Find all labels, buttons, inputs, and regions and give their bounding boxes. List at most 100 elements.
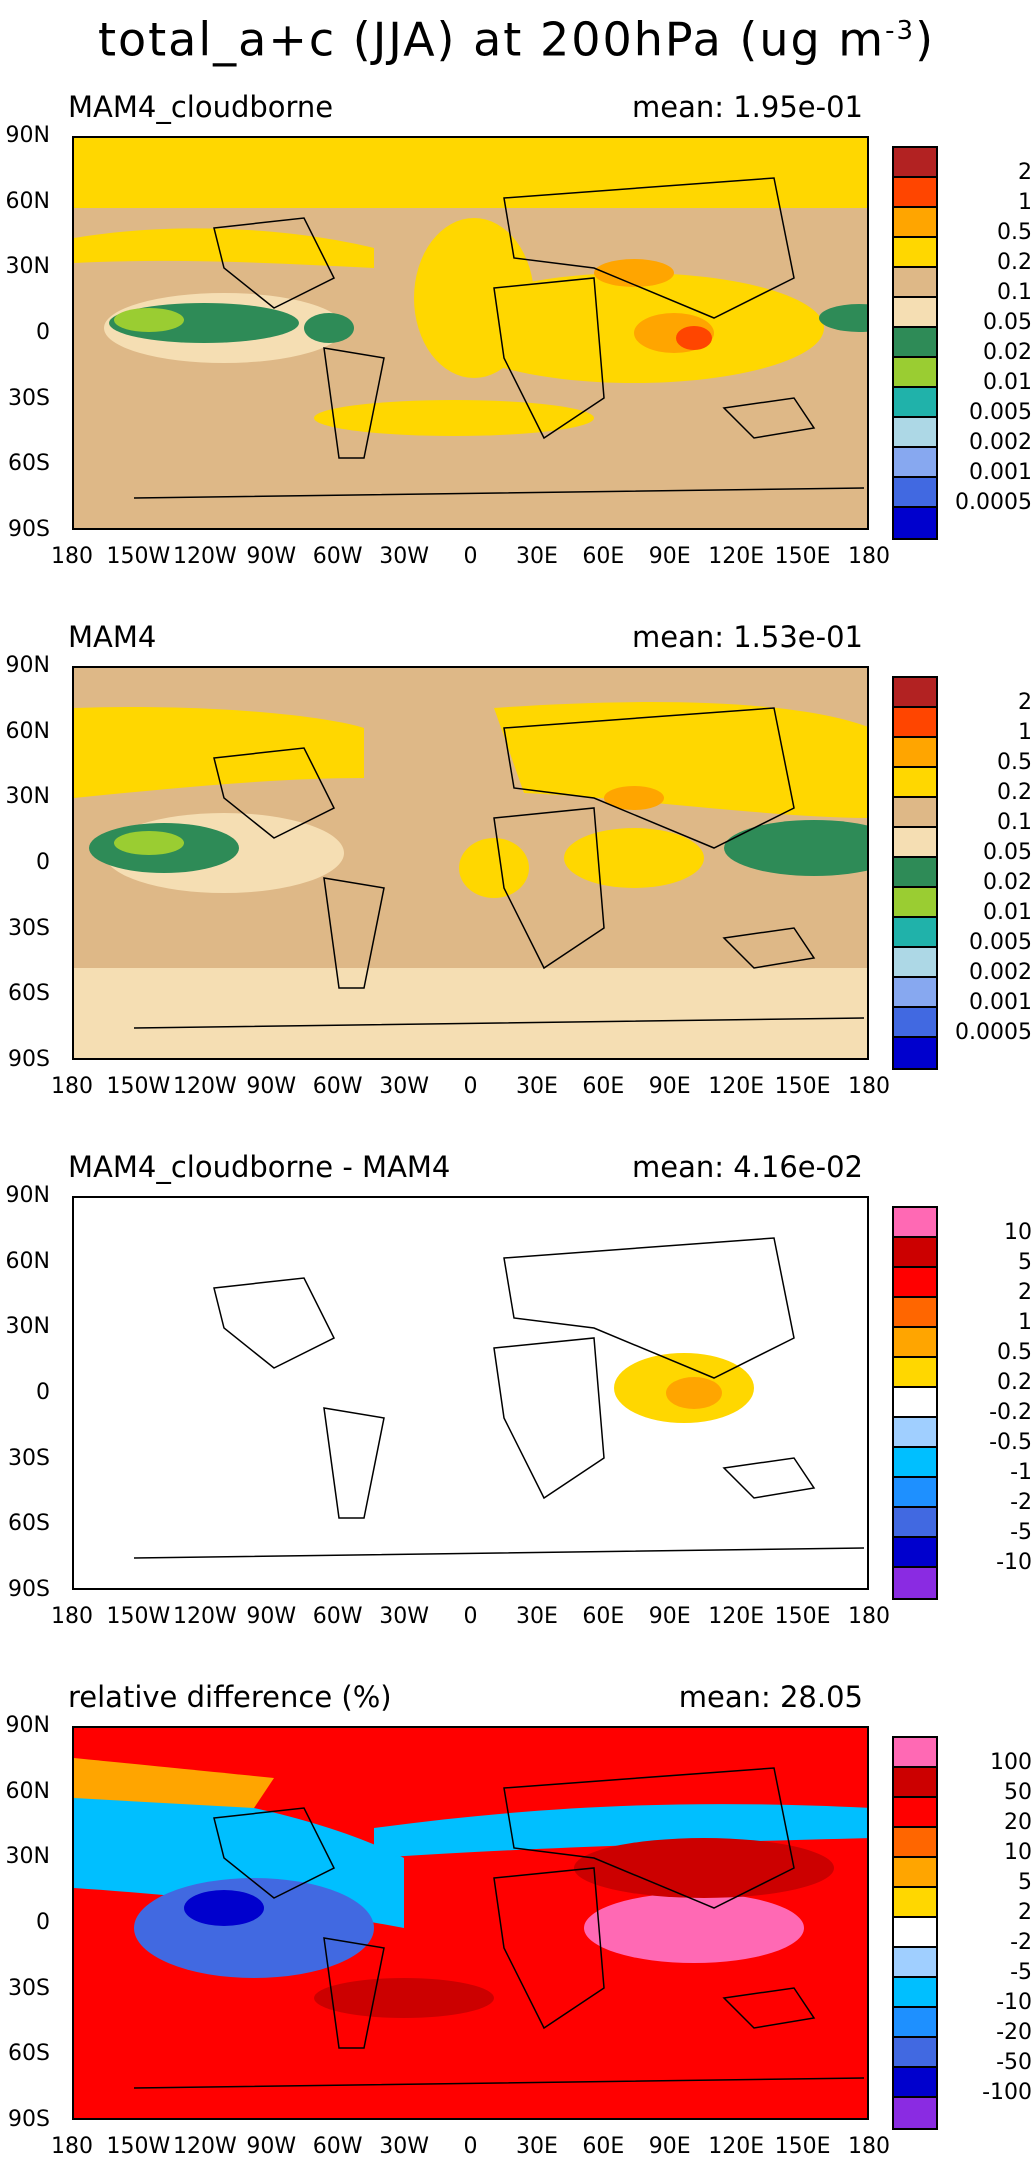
colorbar-swatch <box>894 1418 936 1448</box>
colorbar-label: -10 <box>996 1990 1032 2015</box>
colorbar-swatch <box>894 1828 936 1858</box>
colorbar-label: -0.2 <box>989 1400 1032 1425</box>
colorbar-label: 0.2 <box>997 1370 1032 1395</box>
lat-tick-label: 30S <box>8 915 50 941</box>
lon-tick-label: 150E <box>774 1604 831 1629</box>
colorbar-label: 0.02 <box>983 870 1032 895</box>
lon-tick-label: 120E <box>708 544 765 569</box>
indian-ocean-region <box>564 828 704 888</box>
colorbar-label: 0.01 <box>983 900 1032 925</box>
lon-tick-label: 90W <box>246 544 297 569</box>
colorbar-label: -50 <box>996 2050 1032 2075</box>
colorbar-swatch <box>894 1978 936 2008</box>
colorbar-label: 0.1 <box>997 280 1032 305</box>
colorbar-label: 2 <box>1018 1900 1032 1925</box>
colorbar-swatch <box>894 418 936 448</box>
colorbar-swatch <box>894 1858 936 1888</box>
colorbar-label: -100 <box>982 2080 1032 2105</box>
lon-tick-label: 0 <box>463 1074 478 1099</box>
colorbar-label: 0.002 <box>969 960 1032 985</box>
lon-tick-label: 180 <box>51 544 93 569</box>
colorbar-label: 20 <box>1004 1810 1032 1835</box>
lat-tick-label: 30S <box>8 1445 50 1471</box>
colorbar-label: -20 <box>996 2020 1032 2045</box>
colorbar-swatch <box>894 888 936 918</box>
lon-tick-label: 60W <box>312 1604 363 1629</box>
lon-tick-label: 30W <box>379 2134 429 2159</box>
colorbar-label: 0.5 <box>997 220 1032 245</box>
colorbar-label: -2 <box>1010 1490 1032 1515</box>
lon-tick-label: 60W <box>312 544 363 569</box>
colorbar-swatch <box>894 1268 936 1298</box>
lat-tick-label: 0 <box>36 1910 50 1935</box>
colorbar-swatch <box>894 1008 936 1038</box>
lat-tick-label: 30N <box>5 1314 50 1340</box>
map-panel-cloudborne: MAM4_cloudborne mean: 1.95e-01 <box>0 90 1033 590</box>
colorbar-swatch <box>894 388 936 418</box>
lon-tick-label: 60E <box>582 1074 625 1099</box>
tropic-band-west <box>74 707 364 798</box>
colorbar-swatch <box>894 1768 936 1798</box>
asia-positive <box>574 1838 834 1898</box>
page-title: total_a+c (JJA) at 200hPa (ug m-3) <box>0 0 1033 70</box>
panel-title: relative difference (%) <box>68 1680 392 1714</box>
map-panel-difference: MAM4_cloudborne - MAM4 mean: 4.16e-02 10… <box>0 1150 1033 1650</box>
colorbar-swatch <box>894 1208 936 1238</box>
map-svg <box>74 1728 867 2118</box>
colorbar-swatch <box>894 1478 936 1508</box>
lat-tick-label: 30N <box>5 254 50 280</box>
colorbar-swatch <box>894 1508 936 1538</box>
colorbar-label: 0.05 <box>983 310 1032 335</box>
colorbar-label: 0.5 <box>997 750 1032 775</box>
map-plot <box>72 1726 869 2120</box>
colorbar-label: 10 <box>1004 1220 1032 1245</box>
map-panel-relative-difference: relative difference (%) mean: 28.05 100 <box>0 1680 1033 2175</box>
colorbar-swatch <box>894 478 936 508</box>
lon-tick-label: 90W <box>246 1074 297 1099</box>
panel-title: MAM4_cloudborne <box>68 90 334 124</box>
maritime-core <box>676 326 712 350</box>
colorbar-swatch <box>894 1038 936 1068</box>
south-band <box>74 968 867 1058</box>
colorbar-swatch <box>894 2008 936 2038</box>
lat-tick-label: 30N <box>5 1844 50 1870</box>
lon-tick-label: 30W <box>379 1074 429 1099</box>
lon-tick-label: 60W <box>312 1074 363 1099</box>
lon-tick-label: 120W <box>172 1604 237 1629</box>
south-atlantic-region <box>314 400 594 436</box>
colorbar-swatch <box>894 2038 936 2068</box>
colorbar-swatch <box>894 708 936 738</box>
panel-mean: mean: 1.95e-01 <box>631 90 863 124</box>
coastlines <box>133 177 865 499</box>
title-text: total_a+c (JJA) at 200hPa (ug m <box>97 12 886 67</box>
lon-tick-label: 30W <box>379 544 429 569</box>
lat-tick-label: 90N <box>5 1713 50 1738</box>
colorbar-swatch <box>894 2068 936 2098</box>
lon-tick-label: 150W <box>106 2134 171 2159</box>
colorbar-label: 0.05 <box>983 840 1032 865</box>
colorbar-label: 0.002 <box>969 430 1032 455</box>
pacific-core <box>114 308 184 332</box>
colorbar-label: -10 <box>996 1550 1032 1575</box>
negative-band-east <box>374 1804 867 1858</box>
colorbar-swatch <box>894 738 936 768</box>
lat-tick-label: 30S <box>8 385 50 411</box>
colorbar-swatch <box>894 1388 936 1418</box>
map-plot <box>72 666 869 1060</box>
coastlines <box>133 1767 865 2089</box>
lon-tick-label: 90W <box>246 2134 297 2159</box>
lon-tick-label: 150E <box>774 1074 831 1099</box>
colorbar-swatch <box>894 798 936 828</box>
colorbar-swatch <box>894 1948 936 1978</box>
map-svg <box>74 668 867 1058</box>
lon-tick-label: 180 <box>51 1604 93 1629</box>
lon-tick-label: 90E <box>648 544 691 569</box>
lon-tick-label: 180 <box>51 1074 93 1099</box>
pacific-core <box>114 831 184 855</box>
colorbar-label: 0.2 <box>997 780 1032 805</box>
colorbar-swatch <box>894 948 936 978</box>
lat-tick-label: 90N <box>5 123 50 148</box>
north-band <box>74 668 867 708</box>
lon-tick-label: 0 <box>463 2134 478 2159</box>
colorbar-label: -5 <box>1010 1520 1032 1545</box>
